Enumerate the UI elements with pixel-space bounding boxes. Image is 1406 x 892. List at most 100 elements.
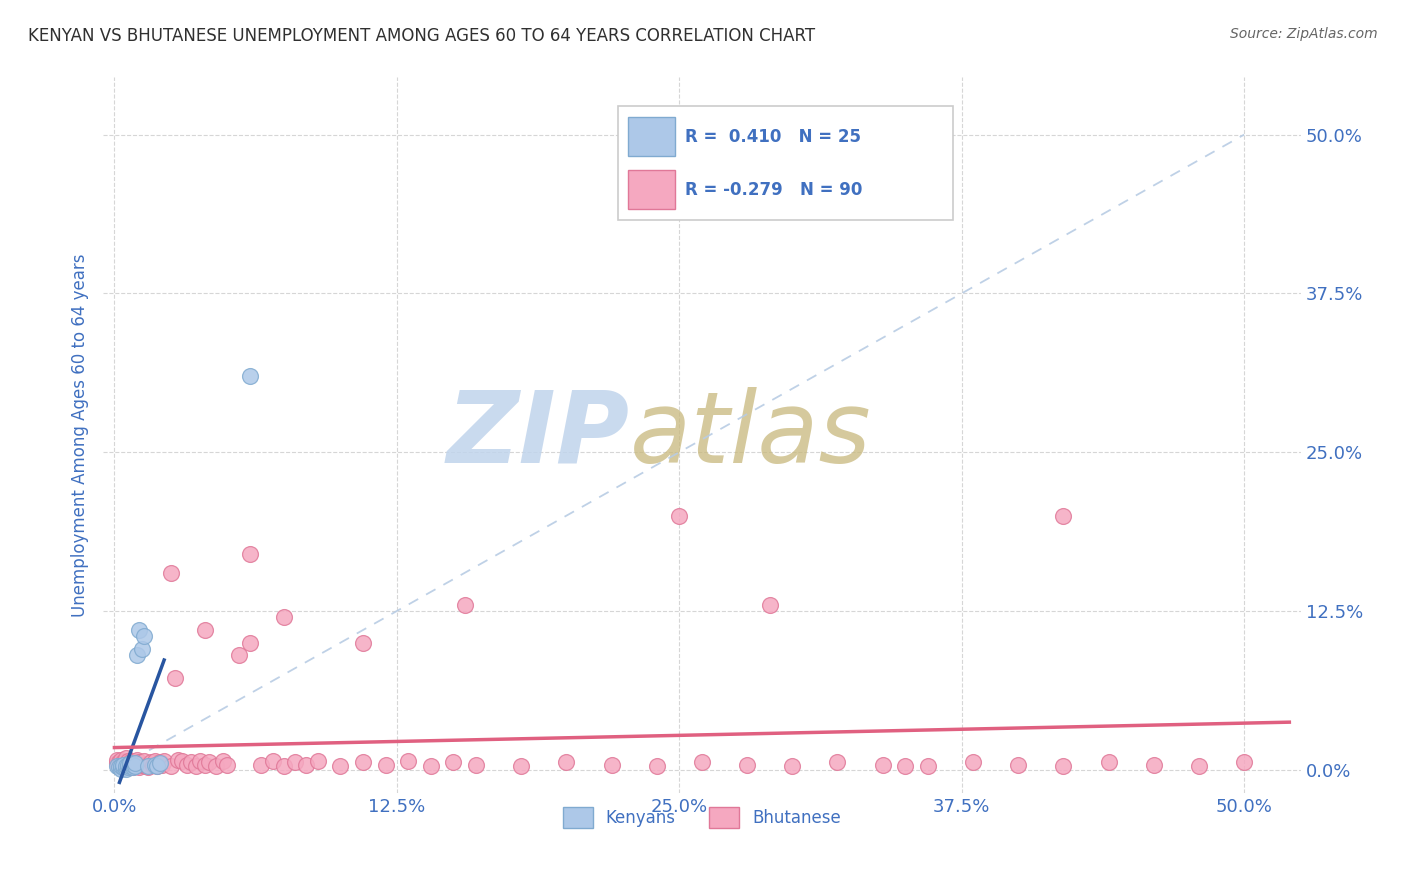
Point [117,754,139,768]
Point [121,760,143,774]
Point [125,648,148,663]
Point [105,753,128,767]
Point [136,759,159,773]
Point [194,757,217,772]
Point [1097,755,1119,769]
Text: KENYAN VS BHUTANESE UNEMPLOYMENT AMONG AGES 60 TO 64 YEARS CORRELATION CHART: KENYAN VS BHUTANESE UNEMPLOYMENT AMONG A… [28,27,815,45]
Point [160,759,183,773]
Point [143,757,166,772]
Point [110,762,132,776]
Point [146,759,169,773]
Point [198,755,221,769]
Point [273,759,295,773]
Point [465,757,488,772]
Point [250,757,273,772]
Point [419,759,441,773]
Point [124,755,146,769]
Point [128,623,150,637]
Point [780,759,803,773]
Point [453,598,475,612]
Point [273,610,295,624]
Point [827,755,849,769]
Point [120,759,142,773]
Point [117,760,139,774]
Point [239,547,262,561]
Point [124,757,146,772]
Point [668,508,690,523]
Point [120,759,142,773]
Point [146,759,169,773]
Point [120,756,142,771]
Point [139,755,162,769]
Point [143,754,166,768]
Point [176,757,198,772]
Point [307,754,329,768]
Point [352,636,374,650]
Point [184,759,207,773]
Point [114,751,136,765]
Point [166,753,188,767]
Point [121,757,143,772]
Point [295,757,318,772]
Point [600,757,623,772]
Point [108,760,131,774]
Point [150,757,173,772]
Point [239,368,262,383]
Text: ZIP: ZIP [447,386,630,483]
Point [128,755,150,769]
Point [441,755,464,769]
Point [352,755,374,769]
Point [188,754,211,768]
Point [117,757,139,772]
Point [735,757,758,772]
Point [110,756,132,771]
Point [758,598,780,612]
Point [121,754,143,768]
Point [872,757,894,772]
Point [105,759,128,773]
Point [136,760,159,774]
Point [114,756,136,771]
Y-axis label: Unemployment Among Ages 60 to 64 years: Unemployment Among Ages 60 to 64 years [72,253,89,616]
Point [110,753,132,767]
Point [194,623,217,637]
Point [165,671,187,685]
Point [555,755,578,769]
Point [1188,759,1211,773]
Point [160,566,183,580]
Point [396,754,419,768]
Point [239,636,262,650]
Point [110,760,132,774]
Point [228,648,250,663]
Point [124,756,146,771]
Point [510,759,533,773]
Point [690,755,713,769]
Point [217,757,239,772]
Point [1052,508,1074,523]
Point [112,755,135,769]
Text: atlas: atlas [630,386,872,483]
Point [329,759,352,773]
Point [112,760,135,774]
Point [110,759,132,773]
Point [894,759,917,773]
Point [121,760,143,774]
Point [172,754,194,768]
Point [117,757,139,772]
Point [128,760,150,774]
Point [262,754,284,768]
Point [108,755,131,769]
Point [1143,757,1166,772]
Point [120,755,142,769]
Point [142,757,165,772]
Point [125,759,148,773]
Text: Source: ZipAtlas.com: Source: ZipAtlas.com [1230,27,1378,41]
Point [149,755,172,769]
Point [108,759,131,773]
Point [962,755,984,769]
Point [917,759,939,773]
Point [131,642,153,657]
Point [1007,757,1029,772]
Legend: Kenyans, Bhutanese: Kenyans, Bhutanese [555,801,848,834]
Point [374,757,396,772]
